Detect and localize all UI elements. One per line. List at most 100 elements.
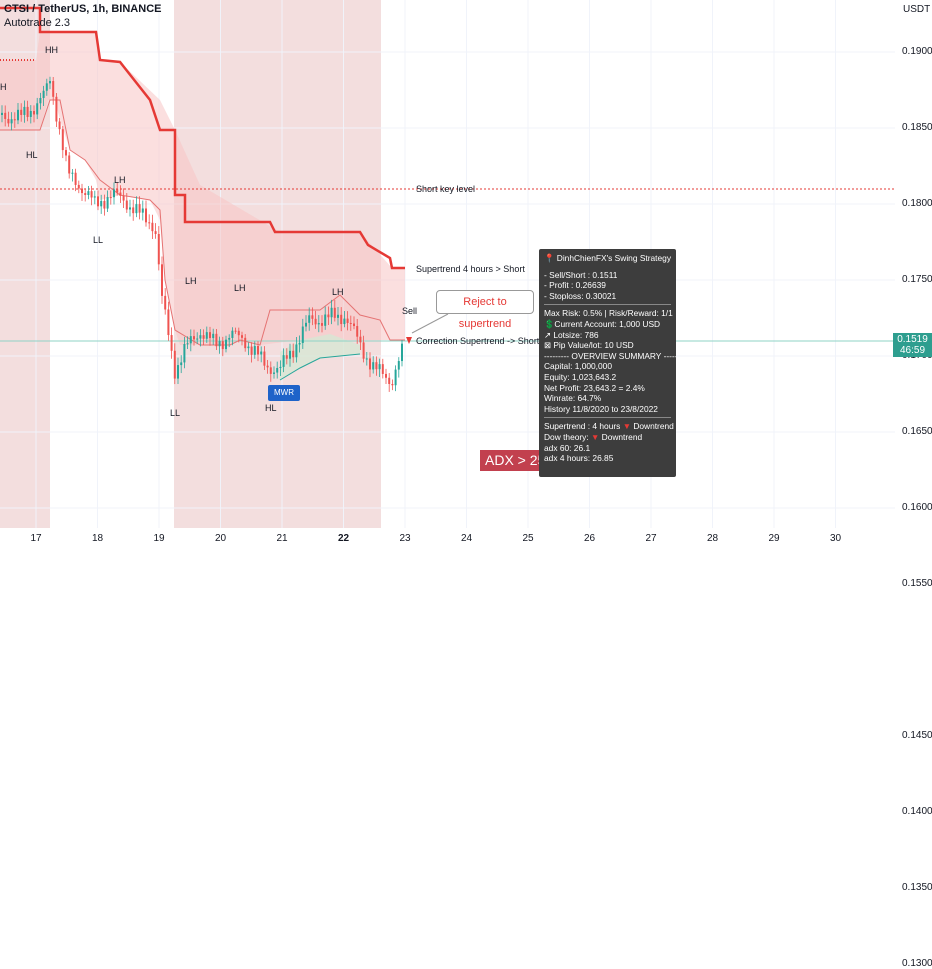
candle-body: [167, 309, 170, 336]
indicator-name: Autotrade 2.3: [4, 17, 71, 29]
candle-body: [42, 90, 45, 98]
swing-label-hl: HL: [26, 150, 38, 160]
mwr-badge: MWR: [268, 385, 300, 401]
time-tick: 30: [829, 533, 842, 544]
correction-supertrend-label: Correction Supertrend -> Short: [416, 336, 540, 346]
candle-body: [164, 295, 167, 310]
candle-body: [189, 336, 192, 344]
candle-body: [161, 264, 163, 296]
candle-body: [45, 83, 48, 91]
candle-body: [7, 118, 10, 124]
price-chart[interactable]: [0, 0, 932, 550]
trade-line: - Stoploss: 0.30021: [544, 290, 617, 301]
price-tick: 0.1350: [902, 882, 932, 893]
price-tick: 0.1800: [902, 198, 932, 209]
candle-body: [247, 346, 250, 349]
candle-body: [253, 346, 256, 355]
candle-body: [106, 197, 109, 209]
summary-line: Equity: 1,023,643.2: [544, 371, 617, 382]
trade-line: - Sell/Short : 0.1511: [544, 269, 618, 280]
swing-label-hh: HH: [45, 45, 58, 55]
candle-body: [1, 112, 3, 115]
candle-body: [26, 106, 29, 117]
time-tick: 27: [645, 533, 657, 544]
candle-body: [362, 342, 365, 359]
supertrend-4h-line: [0, 6, 405, 270]
candle-body: [90, 191, 93, 198]
candle-body: [257, 346, 259, 355]
candle-body: [129, 207, 131, 210]
candle-body: [68, 155, 71, 174]
candle-body: [52, 81, 55, 97]
candle-body: [209, 332, 211, 339]
risk-line: 💲Current Account: 1,000 USD: [544, 318, 661, 329]
price-tick: 0.1300: [902, 958, 932, 969]
swing-label-hl-2: HL: [265, 403, 277, 413]
candle-body: [394, 369, 397, 386]
candle-body: [77, 184, 80, 189]
candle-body: [116, 189, 119, 193]
candle-body: [132, 207, 135, 214]
trend-line: Supertrend : 4 hours ▼ Downtrend: [544, 421, 674, 432]
candle-body: [337, 314, 339, 318]
candle-body: [180, 362, 183, 366]
candle-body: [125, 200, 128, 210]
candle-body: [55, 96, 58, 122]
candle-body: [193, 336, 195, 340]
price-unit: USDT: [903, 4, 931, 15]
pin-icon: 📍: [544, 253, 555, 263]
candle-body: [205, 332, 208, 339]
candle-body: [157, 233, 160, 265]
candle-body: [356, 326, 359, 337]
candle-body: [71, 172, 74, 174]
candle-body: [23, 106, 26, 115]
candle-body: [81, 188, 83, 194]
candle-body: [138, 204, 141, 213]
time-tick: 25: [522, 533, 534, 544]
time-tick: 28: [706, 533, 719, 544]
candle-body: [100, 200, 103, 207]
candle-body: [148, 222, 151, 224]
candle-body: [292, 350, 295, 358]
candle-body: [372, 362, 375, 370]
price-tick: 0.1650: [902, 426, 932, 437]
candle-body: [20, 109, 23, 115]
candle-body: [225, 339, 227, 350]
callout-pointer: [411, 313, 449, 334]
candle-body: [196, 338, 199, 340]
candle-body: [333, 307, 336, 318]
candle-body: [369, 358, 371, 370]
candle-body: [327, 314, 330, 318]
candle-body: [151, 222, 154, 232]
bar-countdown: 46:59: [899, 345, 926, 356]
candle-body: [401, 343, 403, 362]
candle-body: [295, 344, 298, 358]
candle-body: [365, 358, 368, 360]
summary-line: Net Profit: 23,643.2 = 2.4%: [544, 382, 645, 393]
risk-line: Max Risk: 0.5% | Risk/Reward: 1/1: [544, 308, 673, 319]
candle-body: [260, 351, 263, 355]
current-price-tag: 0.1519 46:59: [893, 333, 932, 357]
candle-body: [314, 318, 317, 325]
candle-body: [241, 335, 243, 338]
candle-body: [36, 103, 39, 115]
swing-label-lh-3: LH: [234, 283, 246, 293]
candle-body: [212, 333, 215, 339]
candle-body: [340, 314, 343, 325]
candle-body: [186, 343, 189, 345]
time-tick: 21: [276, 533, 288, 544]
candle-body: [330, 307, 333, 318]
candle-body: [269, 367, 272, 374]
candle-body: [263, 351, 266, 366]
candle-body: [397, 361, 400, 370]
short-key-level-label: Short key level: [416, 184, 476, 194]
candle-body: [218, 341, 221, 347]
candle-body: [173, 350, 176, 379]
candle-body: [33, 110, 35, 115]
price-tick: 0.1450: [902, 730, 932, 741]
candle-body: [346, 318, 349, 323]
candle-body: [276, 367, 279, 373]
swing-label-ll-2: LL: [170, 408, 181, 418]
time-tick: 24: [460, 533, 473, 544]
trade-line: - Profit : 0.26639: [544, 280, 606, 291]
